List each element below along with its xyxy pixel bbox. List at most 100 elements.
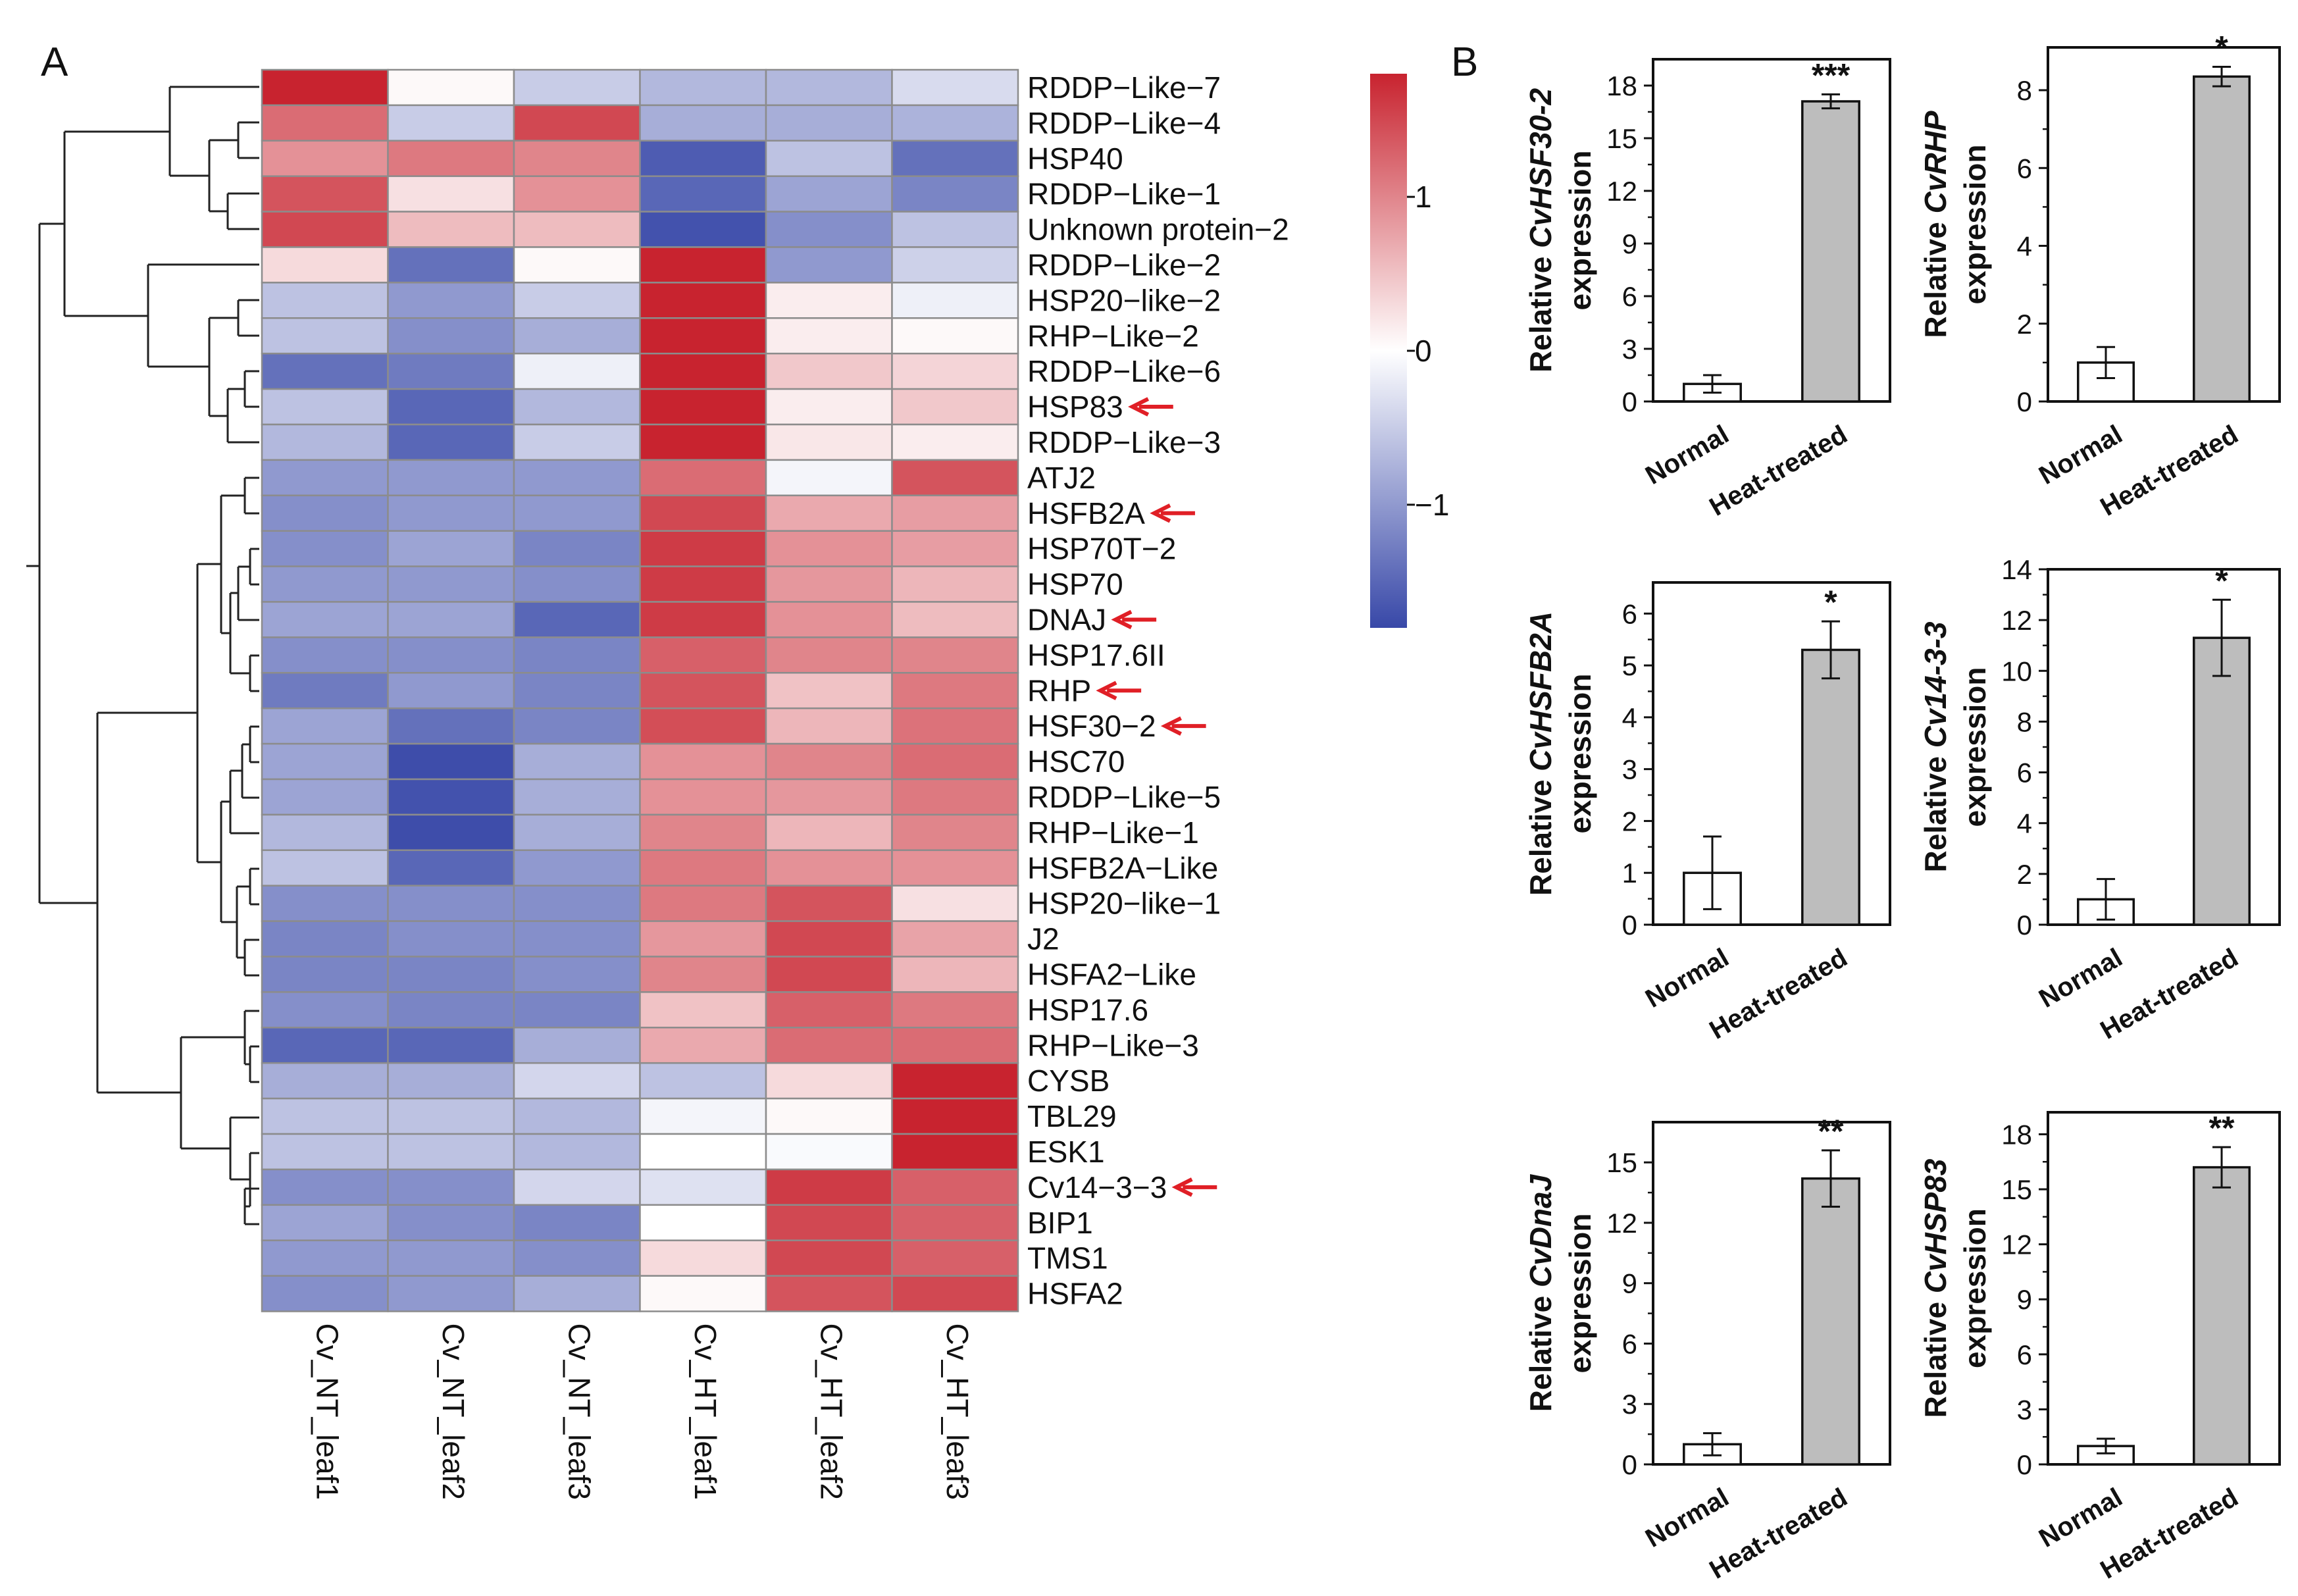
y-axis-label: Relative Cv14-3-3 <box>1918 621 1953 872</box>
heatmap-row-label: RDDP−Like−7 <box>1027 70 1221 105</box>
heatmap-cell <box>261 1097 389 1135</box>
heatmap-cell <box>387 246 515 284</box>
heatmap-cell <box>639 885 767 922</box>
heatmap-cell <box>387 530 515 567</box>
heatmap-row-label: HSP17.6 <box>1027 992 1148 1027</box>
heatmap-cell <box>891 813 1019 852</box>
heatmap-cell <box>891 742 1019 781</box>
heatmap-cell <box>513 352 641 390</box>
heatmap-cell <box>387 1239 515 1277</box>
y-tick-label: 6 <box>1622 1328 1637 1359</box>
heatmap-cell <box>261 317 389 355</box>
heatmap-cell <box>639 1168 767 1206</box>
heatmap-cell <box>261 778 389 816</box>
heatmap-cell <box>261 742 389 781</box>
heatmap-row-label: HSFB2A <box>1027 496 1145 530</box>
heatmap-cell <box>765 1275 893 1312</box>
y-tick-label: 0 <box>2017 910 2032 940</box>
heatmap-cell <box>765 68 893 107</box>
y-tick-label: 12 <box>2001 1229 2032 1260</box>
heatmap-row-label: HSFA2−Like <box>1027 957 1196 991</box>
highlight-arrow-icon <box>1160 716 1206 736</box>
y-tick-label: 9 <box>1622 228 1637 259</box>
heatmap-cell <box>513 742 641 781</box>
heatmap-cell <box>639 813 767 852</box>
heatmap-cell <box>639 530 767 567</box>
heatmap-cell <box>387 459 515 497</box>
heatmap-cell <box>387 423 515 461</box>
heatmap-cell <box>387 742 515 781</box>
heatmap-cell <box>513 459 641 497</box>
heatmap-cell <box>261 494 389 532</box>
x-category-label: Normal <box>2034 420 2127 490</box>
heatmap-cell <box>891 672 1019 709</box>
y-tick-label: 8 <box>2017 706 2032 737</box>
heatmap-cell <box>765 1027 893 1064</box>
y-tick-label: 15 <box>2001 1174 2032 1205</box>
heatmap-cell <box>891 778 1019 816</box>
heatmap-cell <box>513 530 641 567</box>
heatmap-cell <box>639 1062 767 1100</box>
heatmap-cell <box>513 956 641 993</box>
heatmap-cell <box>513 885 641 922</box>
heatmap-cell <box>387 672 515 709</box>
bar-Heat-treated <box>1801 648 1860 926</box>
heatmap-cell <box>891 636 1019 674</box>
y-tick-label: 12 <box>2001 605 2032 636</box>
heatmap-cell <box>513 282 641 319</box>
heatmap-cell <box>891 140 1019 177</box>
heatmap-cell <box>891 175 1019 213</box>
heatmap-cell <box>765 1062 893 1100</box>
heatmap-cell <box>891 1204 1019 1241</box>
significance-marker: * <box>2215 30 2228 66</box>
y-tick-label: 1 <box>1622 858 1637 888</box>
heatmap-cell <box>639 601 767 638</box>
heatmap-cell <box>765 742 893 781</box>
heatmap-cell <box>891 885 1019 922</box>
heatmap-cell <box>387 707 515 745</box>
heatmap-cell <box>639 68 767 107</box>
y-tick-label: 0 <box>1622 386 1637 417</box>
significance-marker: * <box>1824 584 1837 621</box>
heatmap-cell <box>261 1204 389 1241</box>
heatmap-cell <box>891 1097 1019 1135</box>
heatmap-cell <box>261 140 389 177</box>
heatmap-row-label: HSP70T−2 <box>1027 532 1176 566</box>
heatmap-cell <box>639 1275 767 1312</box>
heatmap-cell <box>513 68 641 107</box>
y-tick-label: 6 <box>2017 153 2032 184</box>
heatmap-cell <box>387 140 515 177</box>
heatmap-cell <box>891 423 1019 461</box>
y-axis-label-line2: expression <box>1958 145 1992 305</box>
heatmap-row-label: HSP20−like−1 <box>1027 887 1221 921</box>
heatmap-column-label: Cv_NT_leaf1 <box>311 1324 345 1500</box>
heatmap-cell <box>891 707 1019 745</box>
y-tick-label: 2 <box>1622 806 1637 837</box>
heatmap-cell <box>261 175 389 213</box>
heatmap-cell <box>513 494 641 532</box>
bar-Heat-treated <box>1801 1177 1860 1466</box>
heatmap-cell <box>513 104 641 142</box>
heatmap-cell <box>387 1168 515 1206</box>
heatmap-cell <box>639 423 767 461</box>
y-tick-label: 3 <box>1622 334 1637 365</box>
y-axis-label: Relative CvDnaJ <box>1523 1173 1558 1412</box>
heatmap-row-label: ESK1 <box>1027 1135 1105 1169</box>
heatmap-cell <box>639 778 767 816</box>
heatmap-cell <box>513 211 641 248</box>
heatmap-cell <box>639 282 767 319</box>
heatmap-cell <box>639 388 767 426</box>
y-tick-label: 0 <box>1622 1449 1637 1480</box>
heatmap-cell <box>639 246 767 284</box>
heatmap-cell <box>765 459 893 497</box>
heatmap-cell <box>639 565 767 603</box>
x-category-label: Normal <box>1641 943 1733 1014</box>
heatmap-cell <box>639 849 767 887</box>
y-tick-label: 2 <box>2017 859 2032 890</box>
colorbar: 1 0 −1 <box>1370 74 1449 628</box>
panel-a-label: A <box>41 39 68 85</box>
heatmap-row-label: RDDP−Like−5 <box>1027 780 1221 814</box>
